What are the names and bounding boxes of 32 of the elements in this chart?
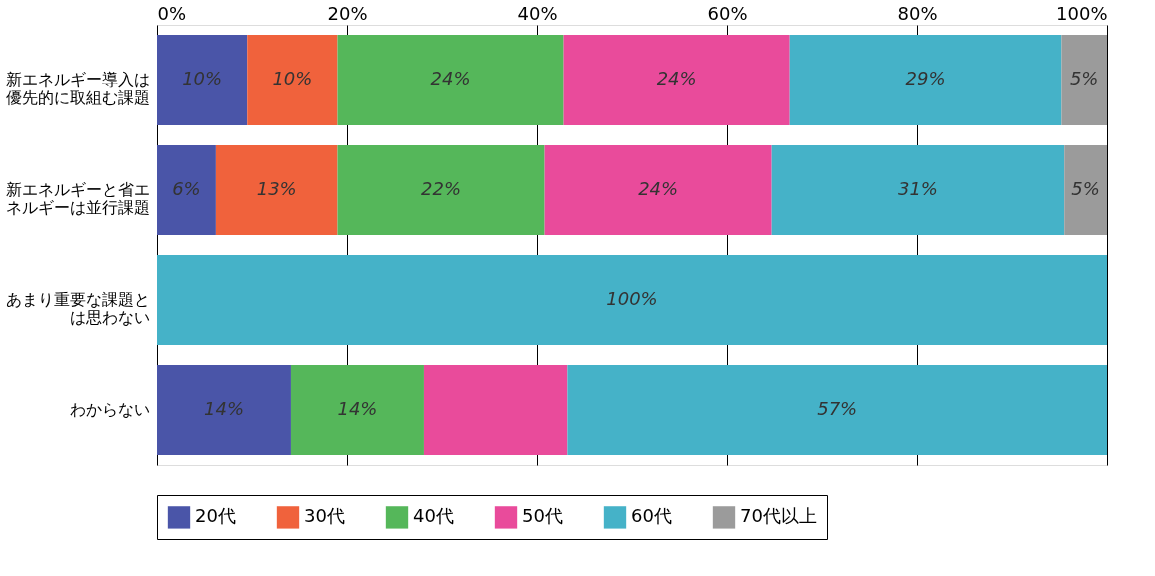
data-label: 10% bbox=[182, 68, 223, 89]
x-tick-label: 0% bbox=[157, 2, 187, 24]
data-label: 22% bbox=[421, 178, 462, 199]
data-label: 5% bbox=[1071, 178, 1100, 199]
legend-label: 40代 bbox=[413, 505, 454, 527]
y-tick-label: 新エネルギーと省エネルギーは並行課題 bbox=[5, 180, 150, 217]
data-label: 6% bbox=[172, 178, 201, 199]
data-label: 10% bbox=[272, 68, 313, 89]
x-tick-label: 80% bbox=[897, 2, 938, 24]
data-label: 29% bbox=[905, 68, 946, 89]
data-label: 31% bbox=[897, 178, 938, 199]
data-label: 14% bbox=[203, 398, 244, 419]
data-label: 5% bbox=[1069, 68, 1099, 89]
x-tick-label: 40% bbox=[517, 2, 558, 24]
y-tick-label: 新エネルギー導入は優先的に取組む課題 bbox=[5, 70, 150, 107]
data-label: 24% bbox=[656, 68, 697, 89]
x-tick-label: 20% bbox=[327, 2, 368, 24]
legend-label: 60代 bbox=[631, 505, 672, 527]
data-label: 57% bbox=[817, 398, 858, 419]
legend-label: 70代以上 bbox=[740, 505, 817, 527]
data-label: 24% bbox=[430, 68, 471, 89]
data-label: 24% bbox=[638, 178, 679, 199]
data-label: 13% bbox=[256, 178, 297, 199]
data-label: 14% bbox=[337, 398, 378, 419]
legend-label: 30代 bbox=[304, 505, 345, 527]
y-tick-label: あまり重要な課題とは思わない bbox=[5, 290, 150, 327]
x-tick-label: 100% bbox=[1056, 2, 1108, 24]
y-tick-label: わからない bbox=[69, 400, 150, 419]
data-label: 100% bbox=[606, 288, 658, 309]
legend-label: 20代 bbox=[195, 505, 236, 527]
legend-label: 50代 bbox=[522, 505, 563, 527]
x-tick-label: 60% bbox=[707, 2, 748, 24]
